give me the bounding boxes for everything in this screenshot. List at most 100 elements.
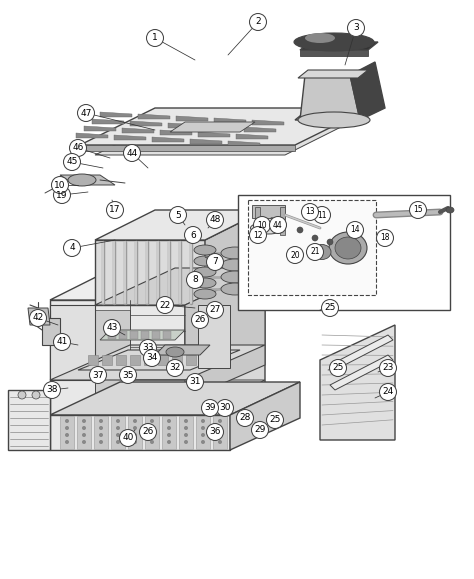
Circle shape	[307, 244, 323, 261]
Text: 28: 28	[239, 413, 251, 423]
Circle shape	[133, 419, 137, 423]
Ellipse shape	[250, 222, 285, 234]
Polygon shape	[205, 210, 265, 305]
Text: 38: 38	[46, 386, 58, 394]
Circle shape	[139, 423, 156, 441]
Bar	[238, 195, 450, 310]
Ellipse shape	[446, 207, 454, 213]
Circle shape	[18, 391, 26, 399]
Polygon shape	[130, 355, 140, 365]
Circle shape	[167, 433, 171, 437]
Polygon shape	[163, 331, 171, 339]
Circle shape	[237, 409, 254, 427]
Circle shape	[346, 222, 364, 239]
Circle shape	[201, 400, 219, 416]
Circle shape	[150, 440, 154, 444]
Text: 2: 2	[255, 17, 261, 27]
Ellipse shape	[329, 232, 367, 264]
Circle shape	[252, 422, 268, 438]
Text: 42: 42	[32, 313, 44, 323]
Circle shape	[184, 426, 188, 430]
Circle shape	[254, 217, 271, 233]
Circle shape	[99, 440, 103, 444]
Text: 5: 5	[175, 211, 181, 219]
Ellipse shape	[313, 244, 331, 259]
Polygon shape	[141, 331, 149, 339]
Polygon shape	[138, 114, 170, 119]
Polygon shape	[50, 345, 265, 380]
Polygon shape	[122, 128, 154, 133]
Text: 24: 24	[383, 387, 393, 397]
Circle shape	[270, 217, 286, 233]
Text: 44: 44	[273, 221, 283, 229]
Polygon shape	[168, 123, 200, 128]
Circle shape	[249, 13, 266, 31]
Polygon shape	[130, 121, 162, 126]
Circle shape	[218, 419, 222, 423]
Circle shape	[218, 440, 222, 444]
Polygon shape	[280, 207, 285, 235]
Circle shape	[297, 227, 303, 233]
Polygon shape	[42, 318, 60, 345]
Polygon shape	[162, 416, 176, 449]
Text: 30: 30	[219, 404, 231, 412]
Circle shape	[301, 203, 319, 221]
Circle shape	[103, 320, 120, 336]
Circle shape	[207, 302, 224, 318]
Circle shape	[376, 229, 393, 247]
Ellipse shape	[166, 347, 184, 357]
Circle shape	[116, 433, 120, 437]
Circle shape	[184, 440, 188, 444]
Circle shape	[99, 426, 103, 430]
Text: 25: 25	[324, 303, 336, 313]
Polygon shape	[78, 350, 240, 370]
Circle shape	[78, 104, 94, 122]
Circle shape	[133, 440, 137, 444]
Circle shape	[99, 419, 103, 423]
Polygon shape	[84, 126, 116, 131]
Text: 13: 13	[305, 207, 315, 217]
Circle shape	[133, 433, 137, 437]
Polygon shape	[88, 355, 98, 365]
Polygon shape	[60, 416, 74, 449]
Text: 34: 34	[146, 354, 158, 362]
Polygon shape	[95, 310, 130, 420]
Circle shape	[90, 367, 107, 383]
Text: 40: 40	[122, 434, 134, 442]
Polygon shape	[213, 416, 227, 449]
Text: 47: 47	[80, 108, 91, 118]
Polygon shape	[298, 70, 368, 78]
Circle shape	[44, 382, 61, 398]
Circle shape	[54, 186, 71, 203]
Circle shape	[107, 201, 124, 218]
Polygon shape	[196, 416, 210, 449]
Circle shape	[139, 339, 156, 357]
Circle shape	[54, 334, 71, 350]
Text: 48: 48	[210, 215, 221, 225]
Ellipse shape	[221, 271, 249, 283]
Circle shape	[150, 419, 154, 423]
Circle shape	[186, 373, 203, 390]
Polygon shape	[114, 135, 146, 140]
Polygon shape	[50, 415, 230, 450]
Polygon shape	[95, 210, 265, 240]
Polygon shape	[228, 141, 260, 146]
Polygon shape	[111, 416, 125, 449]
Text: 8: 8	[192, 276, 198, 284]
Circle shape	[347, 20, 365, 36]
Text: 10: 10	[54, 181, 66, 189]
Circle shape	[166, 360, 183, 376]
Ellipse shape	[294, 33, 374, 51]
Polygon shape	[8, 390, 50, 450]
Text: 21: 21	[310, 247, 320, 256]
Ellipse shape	[305, 33, 335, 43]
Text: 35: 35	[122, 371, 134, 379]
Circle shape	[184, 433, 188, 437]
Text: 41: 41	[56, 338, 68, 346]
Circle shape	[312, 235, 318, 241]
Circle shape	[119, 367, 137, 383]
Polygon shape	[100, 330, 185, 340]
Polygon shape	[198, 132, 230, 137]
Circle shape	[313, 207, 330, 223]
Polygon shape	[158, 355, 168, 365]
